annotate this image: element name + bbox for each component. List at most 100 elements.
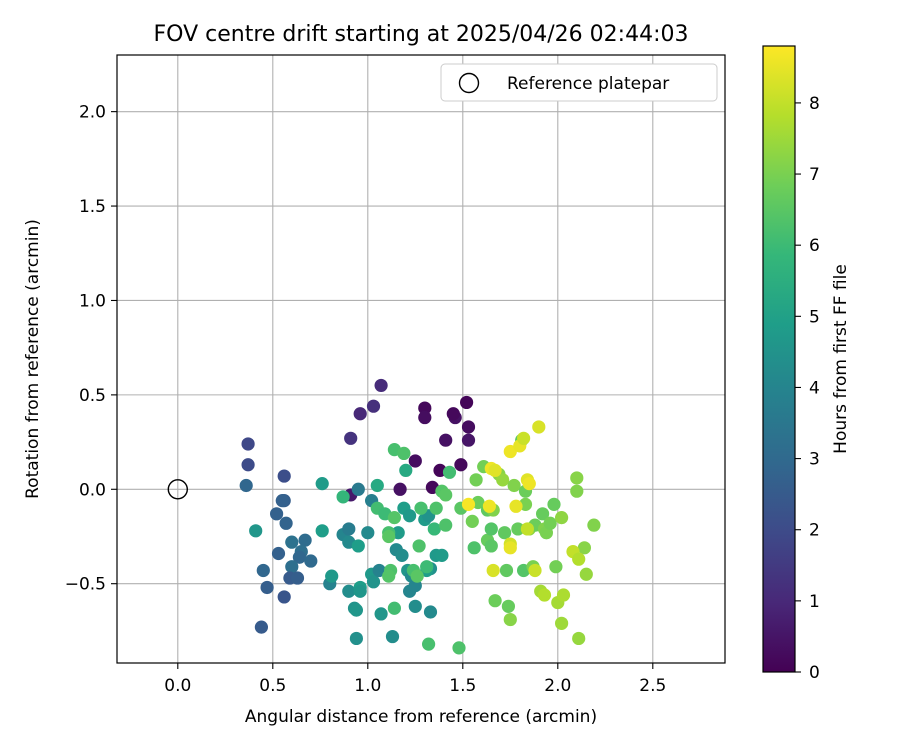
y-tick-label-1: 0.0 <box>79 480 106 500</box>
scatter-point-99 <box>429 501 443 515</box>
scatter-point-26 <box>249 524 263 538</box>
scatter-point-106 <box>465 514 479 528</box>
colorbar-gradient <box>763 46 795 672</box>
scatter-point-1 <box>460 395 474 410</box>
scatter-point-9 <box>454 458 468 472</box>
x-axis-label: Angular distance from reference (arcmin) <box>245 707 597 727</box>
scatter-point-158 <box>482 499 496 513</box>
y-tick-label-4: 1.5 <box>79 197 106 217</box>
scatter-point-123 <box>507 478 521 493</box>
grid-lines <box>117 55 725 663</box>
scatter-point-62 <box>349 631 363 646</box>
scatter-point-0 <box>418 401 432 415</box>
scatter-point-83 <box>397 446 411 461</box>
scatter-point-37 <box>260 580 274 595</box>
scatter-point-32 <box>285 560 299 574</box>
colorbar-tick-label-4: 4 <box>809 378 820 398</box>
scatter-point-15 <box>366 399 381 413</box>
scatter-point-108 <box>469 473 483 487</box>
scatter-point-42 <box>351 482 365 496</box>
scatter-point-4 <box>446 407 460 421</box>
scatter-point-60 <box>372 563 386 578</box>
x-tick-label-1: 0.5 <box>259 676 286 696</box>
legend: Reference platepar <box>440 63 718 102</box>
scatter-point-118 <box>496 473 510 487</box>
scatter-point-155 <box>509 499 523 513</box>
scatter-point-107 <box>467 541 481 555</box>
scatter-point-16 <box>353 407 367 421</box>
scatter-point-5 <box>418 410 432 425</box>
scatter-point-90 <box>382 569 396 583</box>
legend-label: Reference platepar <box>507 74 669 94</box>
scatter-point-29 <box>271 546 286 561</box>
scatter-point-157 <box>486 563 500 578</box>
x-tick-label-0: 0.0 <box>164 676 191 696</box>
y-tick-label-0: −0.5 <box>65 575 106 595</box>
scatter-point-6 <box>439 433 453 447</box>
scatter-point-20 <box>239 478 253 493</box>
scatter-point-44 <box>370 478 384 493</box>
scatter-point-47 <box>342 522 356 536</box>
colorbar-tick-label-0: 0 <box>809 663 820 683</box>
scatter-point-57 <box>349 603 363 617</box>
y-tick-label-3: 1.0 <box>79 291 106 311</box>
scatter-point-52 <box>325 569 339 583</box>
scatter-point-7 <box>461 433 476 447</box>
scatter-point-135 <box>543 516 557 530</box>
scatter-point-19 <box>241 458 255 472</box>
scatter-point-70 <box>408 599 422 613</box>
scatter-point-122 <box>503 612 517 627</box>
scatter-point-102 <box>439 518 453 532</box>
scatter-point-18 <box>241 437 255 451</box>
scatter-point-144 <box>572 631 586 646</box>
scatter-point-124 <box>511 522 525 536</box>
scatter-point-55 <box>353 584 367 598</box>
colorbar-tick-label-7: 7 <box>809 165 820 185</box>
x-axis-ticks: 0.0 0.5 1.0 1.5 2.0 2.5 <box>164 663 666 696</box>
colorbar: 0 1 2 3 4 5 6 7 8 Hours from first FF file <box>762 45 851 683</box>
scatter-point-25 <box>279 516 293 530</box>
y-axis-ticks: −0.5 0.0 0.5 1.0 1.5 2.0 <box>65 103 117 595</box>
scatter-point-167 <box>461 497 476 511</box>
scatter-point-138 <box>555 511 569 525</box>
scatter-point-50 <box>361 526 375 540</box>
scatter-point-61 <box>374 607 388 621</box>
scatter-point-114 <box>484 539 498 553</box>
chart-title: FOV centre drift starting at 2025/04/26 … <box>154 22 689 47</box>
x-tick-label-2: 1.0 <box>354 676 381 696</box>
scatter-point-45 <box>315 524 329 538</box>
x-tick-label-3: 1.5 <box>449 676 476 696</box>
scatter-point-28 <box>298 533 312 547</box>
scatter-point-91 <box>387 601 401 615</box>
colorbar-tick-label-6: 6 <box>809 236 820 256</box>
scatter-point-78 <box>403 509 417 523</box>
scatter-point-8 <box>408 454 422 468</box>
scatter-point-53 <box>342 584 356 598</box>
x-tick-label-4: 2.0 <box>544 676 571 696</box>
scatter-point-88 <box>387 511 401 525</box>
scatter-point-143 <box>587 518 601 532</box>
scatter-point-154 <box>503 541 517 555</box>
scatter-point-72 <box>423 605 438 619</box>
scatter-point-74 <box>435 548 449 562</box>
scatter-point-152 <box>528 563 542 578</box>
scatter-point-165 <box>522 477 536 491</box>
scatter-point-160 <box>488 463 502 478</box>
data-points <box>239 378 601 655</box>
scatter-point-21 <box>277 469 291 483</box>
legend-box <box>440 63 718 102</box>
colorbar-tick-label-5: 5 <box>809 307 820 327</box>
scatter-point-101 <box>439 488 453 502</box>
scatter-point-41 <box>336 490 350 504</box>
scatter-point-87 <box>382 529 396 544</box>
colorbar-tick-label-1: 1 <box>809 592 820 612</box>
scatter-point-97 <box>422 637 436 651</box>
scatter-point-59 <box>366 575 381 589</box>
scatter-point-12 <box>393 482 407 496</box>
scatter-point-104 <box>452 641 466 655</box>
scatter-point-113 <box>484 522 498 536</box>
scatter-point-2 <box>461 420 476 434</box>
scatter-point-23 <box>275 494 289 508</box>
colorbar-frame <box>762 45 796 673</box>
scatter-point-148 <box>537 588 552 602</box>
